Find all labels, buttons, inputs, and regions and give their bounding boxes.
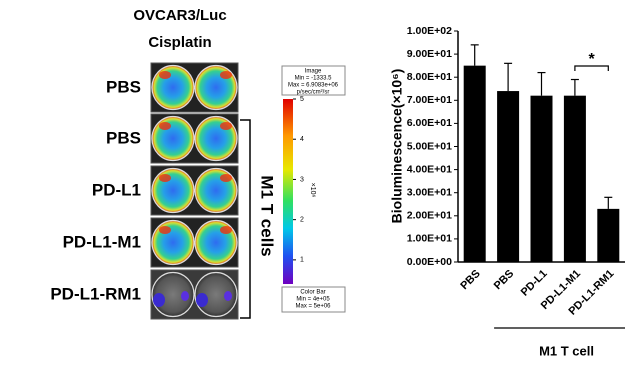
hot-spot: [220, 122, 232, 130]
well: [151, 167, 195, 214]
y-tick-label: 2.00E+01: [407, 210, 452, 222]
hot-spot: [220, 174, 232, 182]
colorbar-header: Image: [305, 69, 322, 75]
panel-title: OVCAR3/Luc: [133, 7, 226, 24]
bar: [563, 95, 586, 263]
bar: [497, 91, 520, 262]
colorbar-tick-label: 5: [300, 96, 304, 103]
signal-spot: [224, 291, 232, 301]
hot-spot: [220, 226, 232, 234]
y-tick-label: 0.00E+00: [407, 256, 452, 268]
y-tick-label: 1.00E+02: [407, 25, 452, 37]
well: [151, 64, 195, 111]
y-tick-label: 9.00E+01: [407, 48, 452, 60]
colorbar: [283, 99, 293, 284]
well: [194, 64, 238, 111]
group-label: M1 T cell: [539, 343, 594, 358]
well: [194, 115, 238, 162]
y-tick-label: 4.00E+01: [407, 163, 452, 175]
hot-spot: [159, 71, 171, 79]
hot-spot: [159, 122, 171, 130]
y-tick-label: 7.00E+01: [407, 94, 452, 106]
group-bracket: [240, 119, 251, 319]
colorbar-header: Min = -1333.5: [295, 76, 333, 82]
row-label: PBS: [106, 77, 141, 96]
y-tick-label: 6.00E+01: [407, 117, 452, 129]
colorbar-unit: ×10⁶: [309, 183, 316, 198]
colorbar-footer: Max = 5e+06: [295, 304, 331, 310]
signal-spot: [196, 293, 208, 307]
well: [151, 115, 195, 162]
hot-spot: [159, 226, 171, 234]
signal-spot: [181, 291, 189, 301]
colorbar-footer: Color Bar: [300, 290, 325, 296]
colorbar-header-box: [281, 65, 346, 96]
row-label: PD-L1-RM1: [50, 284, 141, 303]
y-tick-label: 8.00E+01: [407, 71, 452, 83]
panel-title: Cisplatin: [148, 34, 211, 51]
y-tick-label: 5.00E+01: [407, 140, 452, 152]
colorbar-tick-label: 2: [300, 216, 304, 223]
x-tick-label: PBS: [492, 268, 516, 292]
hot-spot: [220, 71, 232, 79]
image-panel: OVCAR3/Luc Cisplatin PBS PBS PD-L1 PD-L1-M1 PD…: [50, 7, 346, 320]
y-tick-label: 1.00E+01: [407, 233, 452, 245]
colorbar-tick-label: 3: [300, 176, 304, 183]
significance-marker: *: [588, 51, 595, 68]
significance-bracket: [574, 65, 609, 71]
colorbar-tick-label: 1: [300, 257, 304, 264]
x-tick-label: PBS: [458, 268, 482, 292]
row-label: PD-L1: [92, 180, 141, 199]
well: [194, 219, 238, 266]
colorbar-header: Max = 6.9083e+06: [288, 83, 339, 89]
colorbar-header: p/sec/cm²/sr: [297, 90, 330, 96]
bar: [597, 208, 620, 262]
colorbar-tick-label: 4: [300, 136, 304, 143]
well: [151, 219, 195, 266]
bar-chart: 0.00E+00 1.00E+01 2.00E+01 3.00E+01 4.00E+01…: [389, 25, 625, 358]
group-label: M1 T cells: [258, 175, 277, 256]
colorbar-footer-box: [281, 286, 346, 313]
x-tick-label: PD-L1: [519, 268, 550, 299]
hot-spot: [159, 174, 171, 182]
colorbar-footer: Min = 4e+05: [296, 297, 330, 303]
row-label: PD-L1-M1: [63, 232, 141, 251]
signal-spot: [153, 293, 165, 307]
bar: [530, 95, 553, 263]
row-label: PBS: [106, 128, 141, 147]
bar: [463, 65, 486, 263]
y-axis-label: Bioluminescence(×10⁶): [389, 69, 405, 224]
well: [194, 167, 238, 214]
y-tick-label: 3.00E+01: [407, 186, 452, 198]
